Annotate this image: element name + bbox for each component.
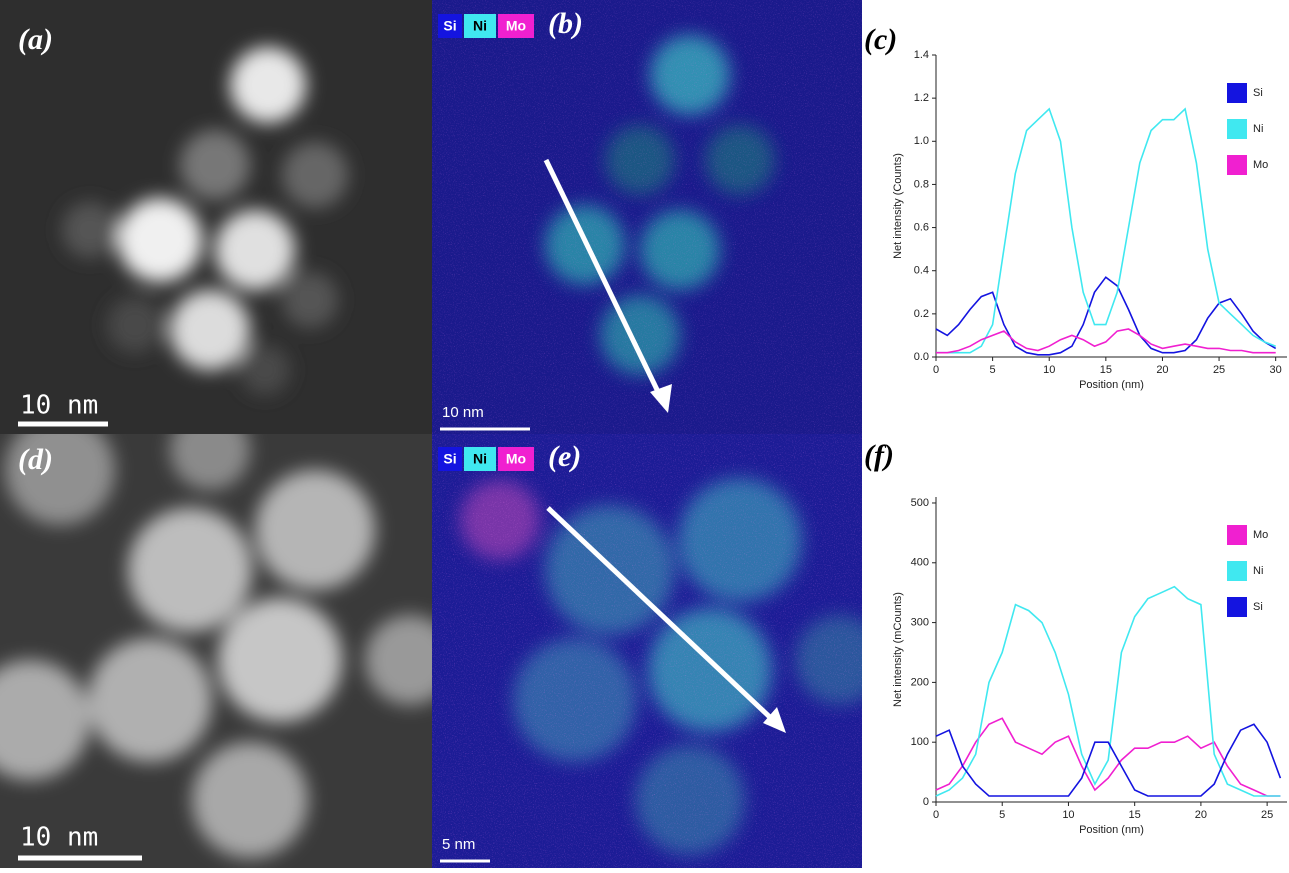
y-tick-label: 300 xyxy=(911,616,929,628)
x-tick-label: 25 xyxy=(1213,364,1225,376)
chart-title: (c) xyxy=(864,23,897,56)
legend-swatch xyxy=(1227,561,1247,581)
element-chips: Si Ni Mo xyxy=(438,447,534,471)
panel-label: (d) xyxy=(18,443,53,476)
x-tick-label: 5 xyxy=(990,364,996,376)
x-tick-label: 20 xyxy=(1156,364,1168,376)
scale-bar-label: 10 nm xyxy=(20,391,98,421)
series-line xyxy=(936,107,1276,354)
y-tick-label: 400 xyxy=(911,557,929,569)
y-tick-label: 1.4 xyxy=(914,49,929,61)
series-line xyxy=(935,585,1281,797)
legend-label: Si xyxy=(1253,601,1263,613)
series-line xyxy=(936,328,1276,354)
image-a xyxy=(0,0,432,434)
y-tick-label: 0.6 xyxy=(914,221,929,233)
legend-label: Mo xyxy=(1253,529,1268,541)
scale-bar-label: 10 nm xyxy=(20,823,98,853)
element-chip: Ni xyxy=(473,451,487,467)
panel-label: (e) xyxy=(548,440,581,473)
image-d xyxy=(0,434,432,868)
y-tick-label: 0.0 xyxy=(914,351,929,363)
x-tick-label: 30 xyxy=(1270,364,1282,376)
legend-label: Mo xyxy=(1253,159,1268,171)
legend-swatch xyxy=(1227,83,1247,103)
y-tick-label: 1.0 xyxy=(914,135,929,147)
image-e xyxy=(432,434,862,868)
legend-label: Ni xyxy=(1253,123,1263,135)
legend-swatch xyxy=(1227,119,1247,139)
panel-label: (b) xyxy=(548,7,583,40)
chart-title: (f) xyxy=(864,439,894,472)
arrow xyxy=(546,506,777,724)
x-tick-label: 0 xyxy=(933,364,939,376)
y-axis-label: Net intensity (mCounts) xyxy=(892,592,904,707)
element-chip: Si xyxy=(443,451,456,467)
x-tick-label: 5 xyxy=(999,809,1005,821)
x-axis-label: Position (nm) xyxy=(1079,379,1144,391)
x-axis-label: Position (nm) xyxy=(1079,824,1144,836)
x-tick-label: 20 xyxy=(1195,809,1207,821)
series-line xyxy=(935,723,1282,797)
y-tick-label: 200 xyxy=(911,676,929,688)
legend-swatch xyxy=(1227,597,1247,617)
x-tick-label: 25 xyxy=(1261,809,1273,821)
y-tick-label: 500 xyxy=(911,497,929,509)
y-tick-label: 0.4 xyxy=(914,265,929,277)
element-chip: Mo xyxy=(506,18,526,34)
y-tick-label: 0.2 xyxy=(914,308,929,320)
x-tick-label: 15 xyxy=(1100,364,1112,376)
element-chip: Si xyxy=(443,18,456,34)
panel-label: (a) xyxy=(18,23,53,56)
scale-bar-label: 5 nm xyxy=(442,836,475,853)
element-chip: Mo xyxy=(506,451,526,467)
legend-label: Si xyxy=(1253,87,1263,99)
series-line xyxy=(935,276,1277,356)
series-line xyxy=(935,717,1281,797)
x-tick-label: 10 xyxy=(1062,809,1074,821)
arrow xyxy=(543,158,665,402)
arrow-head xyxy=(650,384,672,413)
arrow-head xyxy=(763,707,786,733)
element-chip: Ni xyxy=(473,18,487,34)
x-tick-label: 15 xyxy=(1129,809,1141,821)
y-tick-label: 1.2 xyxy=(914,92,929,104)
x-tick-label: 10 xyxy=(1043,364,1055,376)
legend-swatch xyxy=(1227,155,1247,175)
legend-label: Ni xyxy=(1253,565,1263,577)
element-chips: Si Ni Mo xyxy=(438,14,534,38)
y-tick-label: 100 xyxy=(911,736,929,748)
y-axis-label: Net intensity (Counts) xyxy=(892,153,904,259)
legend-swatch xyxy=(1227,525,1247,545)
y-tick-label: 0.8 xyxy=(914,178,929,190)
x-tick-label: 0 xyxy=(933,809,939,821)
scale-bar-label: 10 nm xyxy=(442,404,484,421)
y-tick-label: 0 xyxy=(923,796,929,808)
